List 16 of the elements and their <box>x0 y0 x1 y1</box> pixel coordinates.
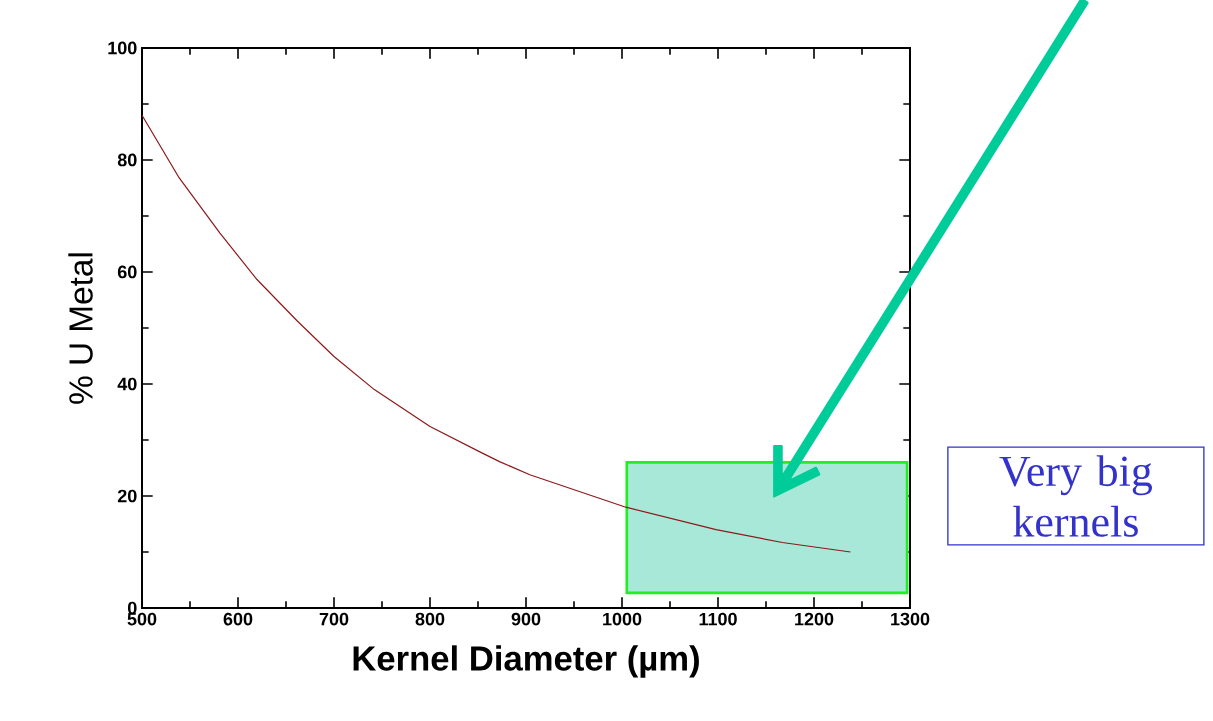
x-tick-label: 800 <box>415 612 445 626</box>
x-tick-label: 1300 <box>891 612 930 626</box>
x-tick-label: 1100 <box>699 612 737 626</box>
x-tick-label: 600 <box>223 612 253 626</box>
y-tick-label: 100 <box>108 41 137 55</box>
y-tick-label: 60 <box>117 265 137 279</box>
y-tick-label: 80 <box>117 153 137 167</box>
x-axis-title: Kernel Diameter (µm) <box>353 645 699 678</box>
x-tick-label: 700 <box>319 612 349 626</box>
text: Very big kernels <box>999 455 1153 537</box>
x-tick-label: 1200 <box>795 612 834 626</box>
y-axis-title: % U Metal <box>68 253 93 404</box>
x-tick-label: 1000 <box>603 612 642 626</box>
y-tick-label: 40 <box>117 377 137 391</box>
y-tick-label: 20 <box>117 489 137 503</box>
x-tick-label: 900 <box>511 612 541 626</box>
